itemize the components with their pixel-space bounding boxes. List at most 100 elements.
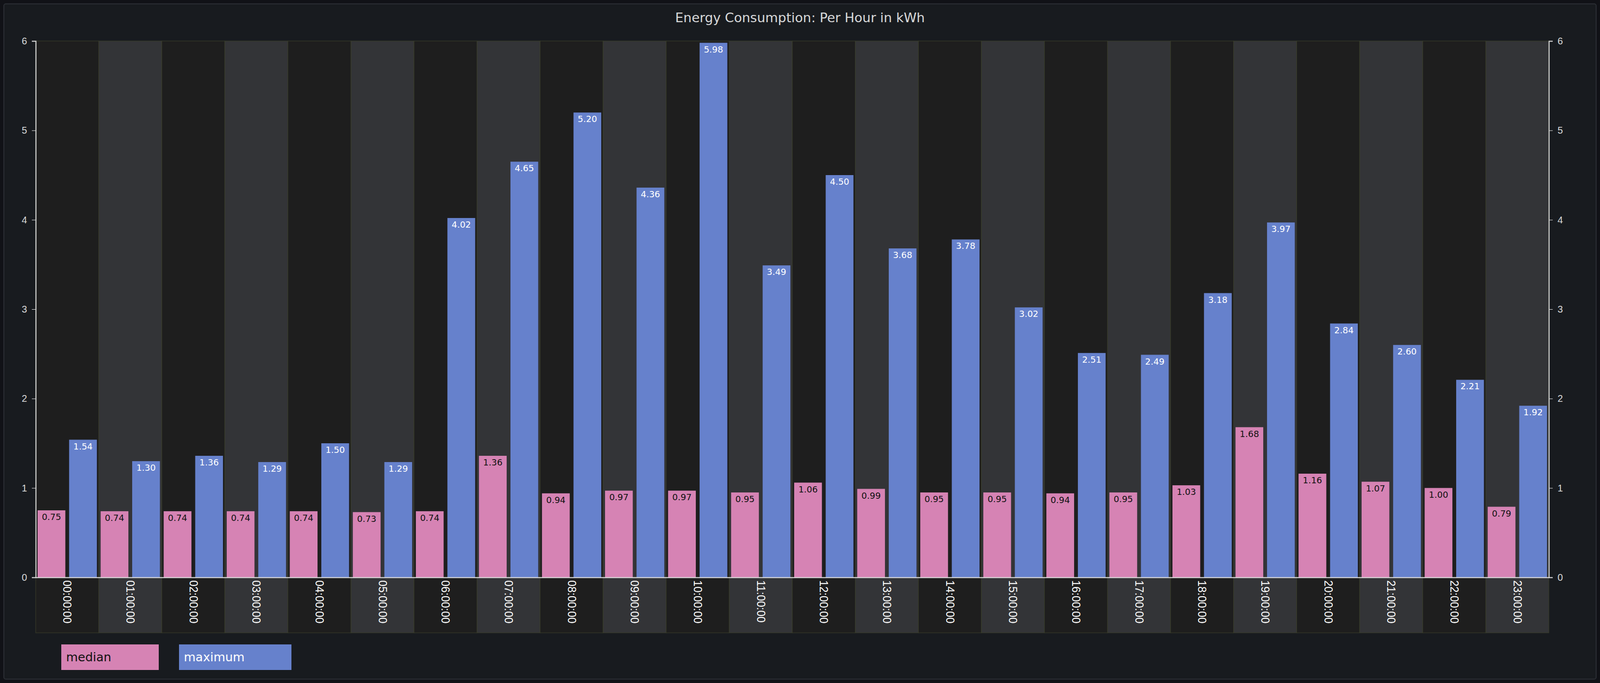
legend-item[interactable]: maximum <box>179 644 292 671</box>
bar <box>1424 488 1453 578</box>
tick-label: 2 <box>1557 393 1563 404</box>
bar <box>479 455 507 578</box>
x-axis: 00:00:0001:00:0002:00:0003:00:0004:00:00… <box>36 577 1550 624</box>
bar <box>1141 355 1169 578</box>
tick: 04:00:00 <box>313 577 326 624</box>
bar <box>636 187 664 578</box>
bar <box>825 175 854 578</box>
tick-label: 5 <box>1557 124 1563 136</box>
title: Energy Consumption: Per Hour in kWh <box>675 10 925 26</box>
bar <box>1235 427 1264 578</box>
legend-item[interactable]: median <box>61 644 159 671</box>
tick: 6 <box>21 35 36 47</box>
data-label: 3.68 <box>893 249 913 261</box>
data-label: 3.18 <box>1208 294 1228 305</box>
data-label: 0.99 <box>861 490 881 501</box>
bar <box>1014 307 1043 578</box>
bar <box>100 511 129 578</box>
column-background <box>477 41 541 634</box>
legend-label[interactable]: median <box>66 650 112 665</box>
tick: 3 <box>21 303 36 315</box>
data-label: 3.02 <box>1019 308 1039 319</box>
column-background <box>918 41 982 634</box>
tick-label: 3 <box>1557 303 1563 315</box>
tick: 15:00:00 <box>1006 577 1020 624</box>
tick-label: 11:00:00 <box>754 580 768 623</box>
tick-label: 6 <box>1557 35 1563 47</box>
tick-label: 07:00:00 <box>502 580 515 624</box>
tick-label: 04:00:00 <box>313 580 326 624</box>
column-background <box>666 41 730 634</box>
tick: 07:00:00 <box>502 577 515 624</box>
tick: 11:00:00 <box>754 577 768 623</box>
column-background <box>413 41 478 634</box>
data-labels: 0.750.740.740.740.740.730.741.360.940.97… <box>41 44 1544 525</box>
tick: 16:00:00 <box>1069 577 1083 624</box>
tick: 3 <box>1548 303 1563 315</box>
tick: 1 <box>21 482 36 494</box>
bar <box>195 455 223 578</box>
bar <box>510 161 538 578</box>
data-label: 0.95 <box>735 494 755 505</box>
bar <box>857 489 885 578</box>
column-background <box>603 41 667 634</box>
tick: 20:00:00 <box>1322 577 1335 624</box>
data-label: 0.79 <box>1491 508 1512 519</box>
tick: 18:00:00 <box>1195 577 1209 624</box>
data-label: 0.94 <box>546 495 566 506</box>
data-label: 0.73 <box>357 513 377 525</box>
tick-mark <box>1548 577 1553 579</box>
tick-mark <box>31 220 36 221</box>
bar <box>1077 353 1106 578</box>
data-label: 0.94 <box>1050 495 1070 506</box>
data-label: 0.95 <box>987 494 1007 505</box>
tick-label: 19:00:00 <box>1258 580 1272 624</box>
tick-label: 18:00:00 <box>1195 580 1209 624</box>
bar <box>384 462 413 578</box>
column-background <box>224 41 289 634</box>
column-background <box>98 41 163 634</box>
tick: 06:00:00 <box>439 577 452 624</box>
bar <box>668 490 696 578</box>
tick: 5 <box>1548 124 1563 136</box>
data-label: 3.97 <box>1271 223 1291 235</box>
data-label: 4.36 <box>640 189 661 200</box>
column-background <box>1044 41 1108 634</box>
data-label: 1.92 <box>1523 407 1543 418</box>
tick-mark <box>31 309 36 310</box>
axis-line <box>31 41 37 579</box>
column-background <box>1485 41 1549 634</box>
axis-line <box>36 577 1550 579</box>
column-background <box>1422 41 1487 634</box>
bar <box>541 493 570 578</box>
tick: 08:00:00 <box>565 577 579 624</box>
tick: 09:00:00 <box>628 577 641 624</box>
tick: 4 <box>21 214 36 226</box>
y-axis: 0123456 <box>21 35 37 583</box>
column-background <box>1296 41 1360 634</box>
data-label: 0.74 <box>104 512 125 524</box>
tick-label: 6 <box>21 35 28 47</box>
data-label: 1.68 <box>1239 428 1259 440</box>
bar <box>68 440 97 578</box>
legend-swatch[interactable] <box>179 644 292 671</box>
data-label: 2.84 <box>1334 325 1354 336</box>
tick-label: 13:00:00 <box>880 580 894 624</box>
tick: 0 <box>21 572 36 583</box>
legend-swatch[interactable] <box>61 644 159 671</box>
column-background <box>161 41 225 634</box>
legend-label[interactable]: maximum <box>183 650 245 665</box>
data-label: 2.60 <box>1397 346 1417 357</box>
bar <box>573 112 602 578</box>
data-label: 1.16 <box>1302 475 1323 486</box>
tick-label: 14:00:00 <box>943 580 957 624</box>
data-label: 0.97 <box>609 492 629 503</box>
data-label: 0.74 <box>231 512 251 524</box>
tick: 21:00:00 <box>1384 577 1398 624</box>
data-label: 4.50 <box>829 176 850 187</box>
bar <box>951 239 980 578</box>
bar <box>1487 507 1516 578</box>
tick-mark <box>31 577 36 579</box>
tick: 5 <box>21 124 36 136</box>
tick-label: 09:00:00 <box>628 580 641 624</box>
